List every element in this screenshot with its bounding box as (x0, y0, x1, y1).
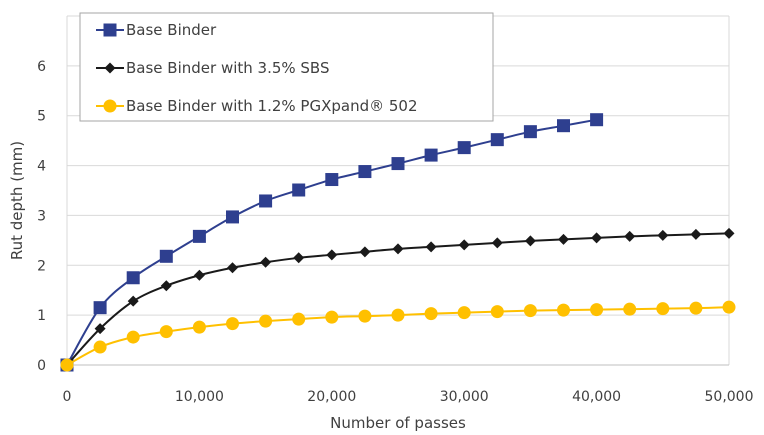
data-point (259, 314, 273, 328)
x-tick-label: 30,000 (440, 389, 489, 405)
data-point (557, 119, 570, 133)
y-axis-title: Rut depth (mm) (8, 141, 26, 260)
data-point (591, 232, 603, 244)
data-point (424, 148, 438, 162)
data-point (94, 323, 106, 335)
y-tick-label: 6 (37, 59, 46, 75)
data-point (160, 280, 172, 292)
data-point (689, 301, 703, 315)
data-point (392, 243, 404, 255)
data-point (226, 317, 239, 331)
data-point (326, 249, 338, 261)
data-point (457, 141, 471, 155)
data-point (557, 303, 570, 317)
y-tick-label: 5 (37, 109, 46, 125)
data-point (359, 246, 371, 258)
data-point (126, 330, 140, 344)
data-point (723, 227, 735, 239)
legend: Base Binder Base Binder with 3.5% SBS Base… (79, 12, 494, 122)
x-tick-label: 40,000 (572, 389, 621, 405)
legend-entry-1: Base Binder with 3.5% SBS (96, 59, 329, 77)
data-point (558, 233, 569, 245)
legend-marker (103, 99, 117, 113)
data-point (159, 249, 173, 263)
data-point (227, 262, 238, 274)
data-point (722, 300, 736, 314)
data-point (624, 230, 636, 242)
data-point (60, 358, 74, 372)
data-point (126, 271, 140, 285)
data-point (293, 252, 305, 264)
y-tick-label: 3 (37, 208, 46, 224)
legend-label: Base Binder with 3.5% SBS (126, 59, 329, 77)
axes: 0 1 2 3 4 5 6 0 10,000 20,000 30,000 40,000 50,000 (37, 59, 753, 405)
x-tick-label: 10,000 (175, 389, 224, 405)
data-point (193, 269, 205, 281)
data-point (226, 210, 239, 224)
y-tick-label: 4 (37, 159, 46, 175)
data-point (358, 309, 372, 323)
data-point (259, 194, 273, 208)
data-point (159, 325, 173, 339)
legend-entry-0: Base Binder (96, 21, 217, 39)
data-point (292, 312, 306, 326)
y-tick-label: 0 (37, 358, 46, 374)
data-point (127, 295, 139, 307)
data-point (391, 308, 405, 322)
data-point (457, 306, 471, 320)
data-point (391, 157, 405, 171)
data-point (424, 307, 438, 321)
x-tick-label: 20,000 (307, 389, 356, 405)
data-point (93, 301, 107, 315)
data-point (325, 310, 339, 324)
legend-label: Base Binder (126, 21, 217, 39)
data-point (490, 305, 504, 319)
data-point (490, 133, 504, 147)
data-point (425, 241, 437, 253)
data-point (523, 304, 537, 318)
y-tick-label: 2 (37, 258, 46, 274)
data-point (524, 235, 536, 247)
legend-entry-2: Base Binder with 1.2% PGXpand® 502 (96, 97, 418, 115)
data-point (690, 228, 702, 240)
data-point (590, 113, 604, 127)
x-tick-label: 0 (63, 389, 72, 405)
data-point (523, 125, 537, 139)
data-point (358, 165, 372, 179)
series-2 (60, 300, 736, 372)
legend-marker (104, 62, 116, 74)
data-point (491, 237, 503, 249)
data-point (458, 239, 470, 251)
series-group (60, 113, 736, 372)
x-axis-title: Number of passes (330, 414, 466, 432)
legend-box (79, 12, 494, 122)
legend-label: Base Binder with 1.2% PGXpand® 502 (126, 97, 418, 115)
data-point (192, 320, 206, 334)
legend-marker (103, 23, 117, 37)
data-point (623, 302, 637, 316)
data-point (657, 229, 669, 241)
data-point (260, 256, 272, 268)
data-point (192, 229, 206, 243)
x-tick-label: 50,000 (705, 389, 754, 405)
y-tick-label: 1 (37, 308, 46, 324)
data-point (590, 303, 604, 317)
data-point (292, 183, 306, 197)
data-point (656, 302, 670, 316)
series-1 (61, 227, 735, 371)
data-point (93, 340, 107, 354)
data-point (325, 173, 339, 187)
